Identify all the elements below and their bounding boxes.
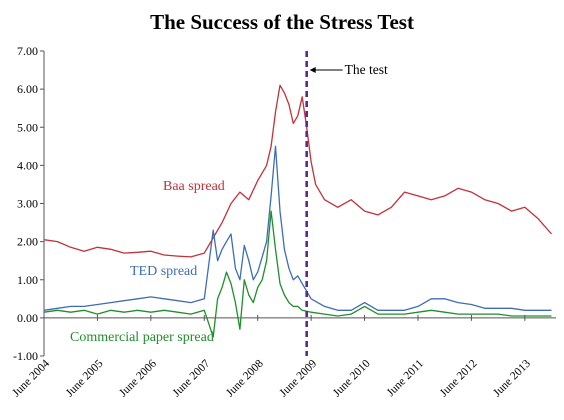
x-tick-label: June 2011 <box>385 357 427 399</box>
series-label-baa: Baa spread <box>163 179 225 194</box>
y-tick-label: 4.00 <box>17 158 38 172</box>
annotation-arrowhead <box>309 67 316 73</box>
chart-title: The Success of the Stress Test <box>150 10 414 34</box>
y-tick-label: 1.00 <box>17 273 38 287</box>
y-tick-label: 5.00 <box>17 120 38 134</box>
y-tick-label: 6.00 <box>17 82 38 96</box>
x-tick-label: June 2012 <box>438 357 480 399</box>
y-tick-label: 2.00 <box>17 235 38 249</box>
axes: -1.00 0.00 1.00 2.00 3.00 4.00 5.00 6.00 7.00 Jun… <box>10 44 556 399</box>
series-label-cp: Commercial paper spread <box>70 330 214 345</box>
y-tick-label: 3.00 <box>17 197 38 211</box>
y-tick-label: 0.00 <box>17 311 38 325</box>
x-tick-label: June 2007 <box>171 357 213 399</box>
annotation-label: The test <box>345 62 388 77</box>
cp-spread-line <box>43 210 552 338</box>
ted-spread-line <box>43 145 552 311</box>
y-tick-label: 7.00 <box>17 44 38 58</box>
x-tick-label: June 2004 <box>10 357 52 399</box>
series-label-ted: TED spread <box>130 264 197 279</box>
x-tick-label: June 2013 <box>491 357 533 399</box>
x-tick-label: June 2005 <box>64 357 106 399</box>
y-tick-label: -1.00 <box>13 349 38 363</box>
x-tick-label: June 2006 <box>117 357 159 399</box>
x-tick-label: June 2008 <box>224 357 266 399</box>
labels-group: The test Baa spread TED spread Commercial p… <box>70 62 388 345</box>
x-tick-label: June 2010 <box>331 357 373 399</box>
x-tick-label: June 2009 <box>278 357 320 399</box>
series-group <box>43 51 552 356</box>
baa-spread-line <box>43 84 552 258</box>
